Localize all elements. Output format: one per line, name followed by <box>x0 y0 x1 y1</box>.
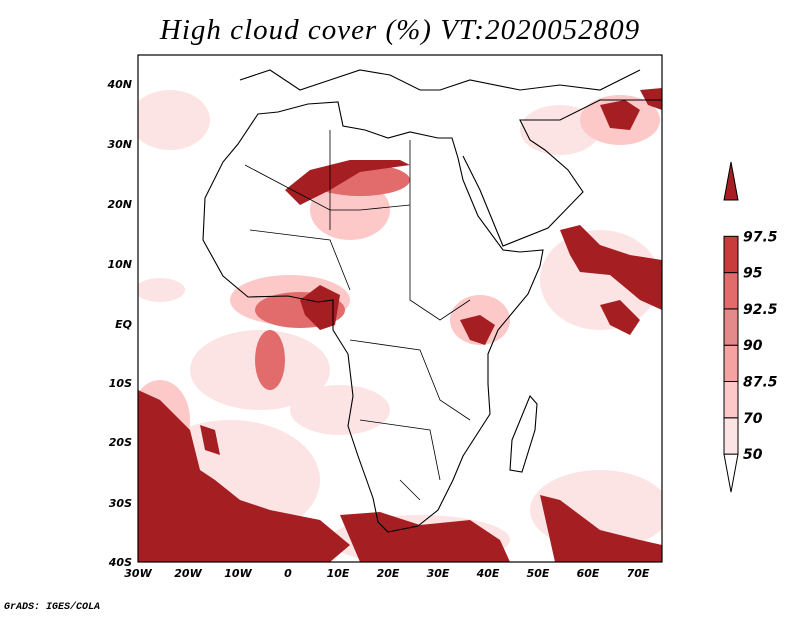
map-title: High cloud cover (%) VT:2020052809 <box>159 14 641 46</box>
colorbar-box <box>723 344 739 383</box>
lon-label: 20E <box>377 567 400 580</box>
lon-label: 60E <box>577 567 600 580</box>
lon-label: 70E <box>627 567 650 580</box>
lat-label: 10S <box>109 377 132 390</box>
colorbar-label: 92.5 <box>743 302 778 318</box>
lon-label: 10E <box>327 567 350 580</box>
lon-label: 40E <box>476 567 500 580</box>
colorbar-label: 95 <box>743 266 763 282</box>
lat-label: EQ <box>115 318 132 331</box>
cloud-field <box>138 88 662 562</box>
lon-label: 30E <box>427 567 450 580</box>
lat-label: 30N <box>107 138 132 151</box>
colorbar-max-arrow <box>723 161 739 201</box>
colorbar-box <box>723 272 739 310</box>
europe-coastline <box>239 69 641 91</box>
lon-axis: 30W 20W 10W 0 10E 20E 30E 40E 50E 60E 70… <box>124 567 650 580</box>
lon-label: 10W <box>224 567 252 580</box>
coastlines <box>202 69 662 533</box>
lat-label: 20N <box>107 198 132 211</box>
lat-label: 40S <box>108 556 132 569</box>
lat-label: 30S <box>109 497 132 510</box>
madagascar-coastline <box>509 394 538 473</box>
map-frame <box>137 54 663 563</box>
colorbar-box <box>723 381 739 419</box>
lat-label: 40N <box>106 78 132 91</box>
lon-label: 20W <box>174 567 202 580</box>
lat-axis: 40N 30N 20N 10N EQ 10S 20S 30S 40S <box>106 78 132 569</box>
lat-label: 20S <box>109 436 132 449</box>
colorbar-label: 70 <box>743 411 763 427</box>
lat-label: 10N <box>107 258 132 271</box>
colorbar-label: 50 <box>743 447 763 463</box>
lon-label: 30W <box>124 567 152 580</box>
borders <box>244 130 471 501</box>
lon-label: 0 <box>284 567 292 580</box>
colorbar-label: 97.5 <box>743 229 778 245</box>
africa-coastline <box>202 101 544 533</box>
lon-label: 50E <box>527 567 550 580</box>
colorbar-label: 90 <box>743 338 763 354</box>
colorbar-box <box>723 235 739 274</box>
colorbar-box <box>723 417 739 455</box>
colorbar-label: 87.5 <box>743 375 778 391</box>
colorbar-box <box>723 308 739 346</box>
arabia-coastline <box>462 99 662 247</box>
cloud-97-plus <box>138 88 662 562</box>
colorbar-min-arrow <box>723 453 739 493</box>
footer-credit: GrADS: IGES/COLA <box>4 602 101 613</box>
colorbar: 50 70 87.5 90 92.5 95 97.5 <box>723 161 778 493</box>
